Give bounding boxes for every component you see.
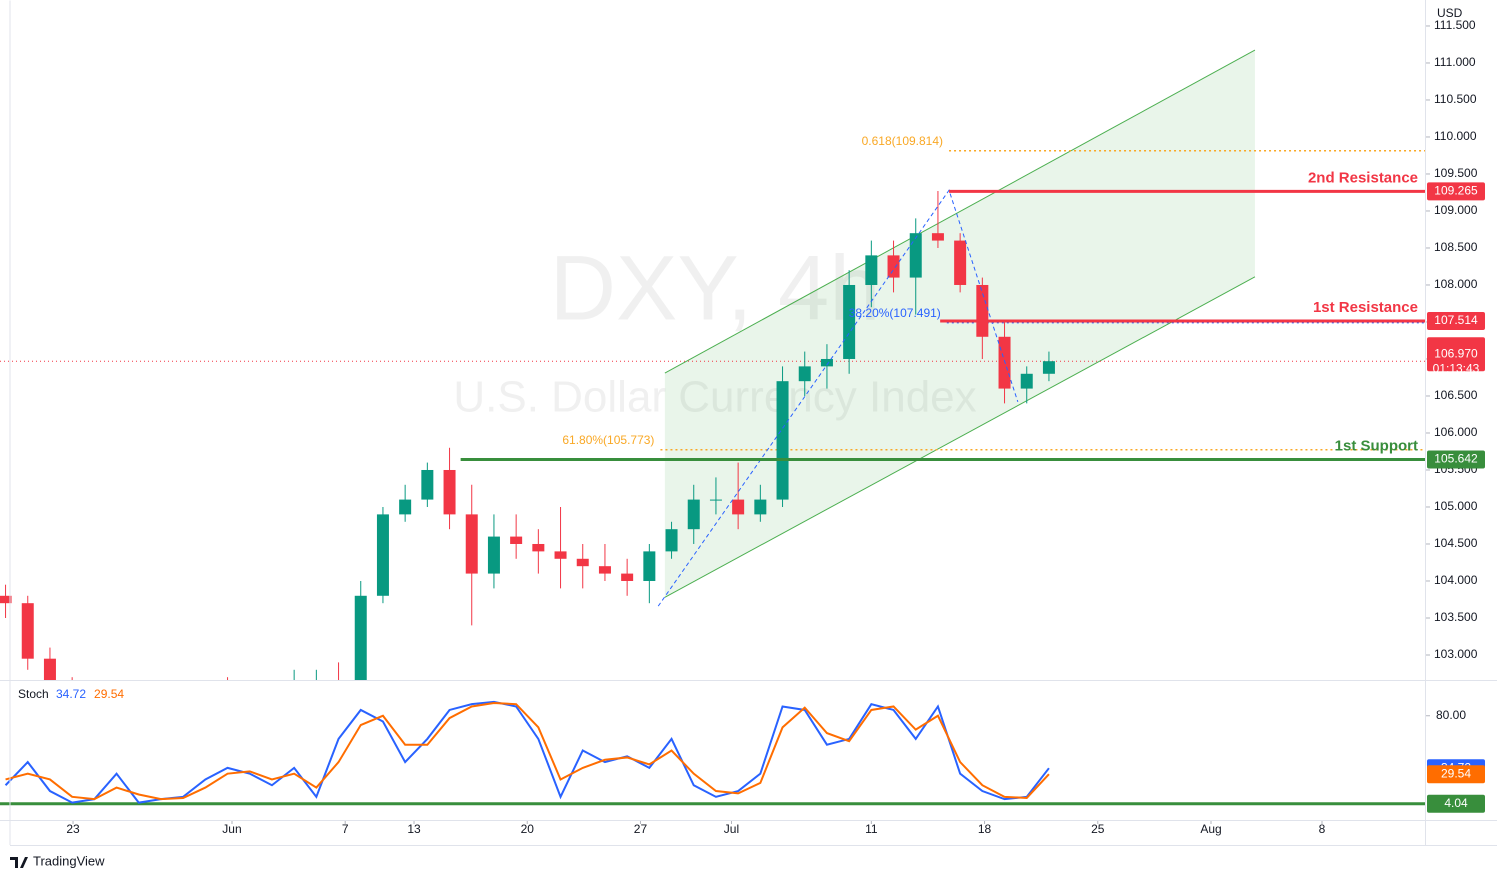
stoch-level-value: 4.04 <box>1444 796 1468 810</box>
candle-body <box>399 499 412 515</box>
y-tick-label: 106.000 <box>1434 425 1478 439</box>
candle-body <box>443 469 456 515</box>
stoch-line <box>5 702 1050 801</box>
x-tick-label: 18 <box>978 822 992 836</box>
x-tick-label: 8 <box>1319 822 1326 836</box>
candle-body <box>665 529 678 552</box>
candle-body <box>598 566 611 574</box>
candle-body <box>21 603 34 659</box>
y-tick-label: 105.000 <box>1434 499 1478 513</box>
candle-body <box>376 514 389 596</box>
y-tick-label: 106.500 <box>1434 388 1478 402</box>
currency-label: USD <box>1437 6 1463 20</box>
candle-body <box>976 284 989 337</box>
y-tick-label: 80.00 <box>1436 708 1466 722</box>
candle-body <box>909 233 922 278</box>
level-value-bg <box>1427 311 1485 330</box>
fib-label: 38.20%(107.491) <box>849 306 941 320</box>
x-tick-label: Aug <box>1200 822 1221 836</box>
level-label: 1st Resistance <box>1313 299 1418 316</box>
countdown: 01:13:43 <box>1433 361 1480 375</box>
stoch-pane <box>0 700 1425 806</box>
channel-lower <box>664 276 1256 598</box>
fib-label: 61.80%(105.773) <box>562 433 654 447</box>
y-tick-label: 110.500 <box>1434 92 1477 106</box>
level-value: 105.642 <box>1434 452 1478 466</box>
candle-body <box>998 336 1011 389</box>
x-tick-label: 13 <box>407 822 421 836</box>
y-tick-label: 104.000 <box>1434 573 1478 587</box>
candle-body <box>798 366 811 382</box>
y-tick-label: 110.000 <box>1434 129 1477 143</box>
stoch-value: 29.54 <box>1441 766 1471 780</box>
candle-body <box>820 358 833 367</box>
y-tick-label: 104.500 <box>1434 536 1478 550</box>
overlay: 103.000103.500104.000104.500105.000105.5… <box>18 18 1485 836</box>
x-tick-label: 20 <box>521 822 535 836</box>
candle-body <box>532 543 545 552</box>
logo-icon <box>10 857 28 868</box>
candle-body <box>843 284 856 359</box>
y-tick-label: 109.000 <box>1434 203 1478 217</box>
candle-body <box>554 551 567 559</box>
candle-body <box>709 499 722 501</box>
x-tick-label: 27 <box>634 822 648 836</box>
x-tick-label: 11 <box>865 822 878 836</box>
current-price: 106.970 <box>1434 346 1478 360</box>
candle-body <box>465 514 478 574</box>
current-price-bg <box>1427 337 1485 372</box>
candle-body <box>887 255 900 278</box>
candle-body <box>931 233 944 241</box>
candle-body <box>954 240 967 285</box>
footer-text: TradingView <box>33 853 105 868</box>
watermark-symbol: DXY, 4h <box>550 237 881 339</box>
stoch-legend-value: 34.72 <box>56 687 86 701</box>
y-tick-label: 111.000 <box>1434 55 1476 69</box>
candle-body <box>421 469 434 500</box>
y-tick-label: 109.500 <box>1434 166 1478 180</box>
candle-body <box>776 381 789 500</box>
candle-body <box>621 573 634 581</box>
y-tick-label: 108.500 <box>1434 240 1478 254</box>
fib-label: 0.618(109.814) <box>862 134 943 148</box>
level-label: 2nd Resistance <box>1308 169 1418 186</box>
candle-body <box>865 255 878 285</box>
level-value: 107.514 <box>1434 313 1478 327</box>
candle-body <box>487 536 500 574</box>
channel-upper <box>664 49 1256 374</box>
stoch-level-value-bg <box>1427 794 1485 813</box>
stoch-legend-value: 29.54 <box>94 687 124 701</box>
candle-body <box>510 536 523 544</box>
candle-body <box>754 499 767 515</box>
level-value: 109.265 <box>1434 184 1478 198</box>
candle-body <box>354 595 367 680</box>
stoch-title: Stoch <box>18 687 49 701</box>
watermark-name: U.S. Dollar Currency Index <box>453 373 976 422</box>
y-tick-label: 108.000 <box>1434 277 1478 291</box>
level-value-bg <box>1427 182 1485 201</box>
footer-logo: TradingView <box>10 853 105 868</box>
x-tick-label: 25 <box>1091 822 1105 836</box>
candle-body <box>1020 373 1033 389</box>
x-tick-label: Jul <box>724 822 739 836</box>
x-tick-label: 7 <box>342 822 349 836</box>
candle-body <box>687 499 700 530</box>
candle-body <box>1042 361 1055 374</box>
y-tick-label: 103.000 <box>1434 647 1478 661</box>
x-tick-label: 23 <box>66 822 80 836</box>
candle-body <box>0 595 12 604</box>
level-label: 1st Support <box>1335 437 1418 454</box>
candle-body <box>576 558 589 567</box>
y-tick-label: 103.500 <box>1434 610 1478 624</box>
level-value-bg <box>1427 450 1485 469</box>
stoch-value-bg <box>1427 765 1485 784</box>
candle-body <box>643 551 656 581</box>
price-pane <box>0 49 1425 680</box>
candle-body <box>43 658 56 680</box>
y-tick-label: 111.500 <box>1434 18 1476 32</box>
x-tick-label: Jun <box>222 822 241 836</box>
candle-body <box>732 499 745 515</box>
